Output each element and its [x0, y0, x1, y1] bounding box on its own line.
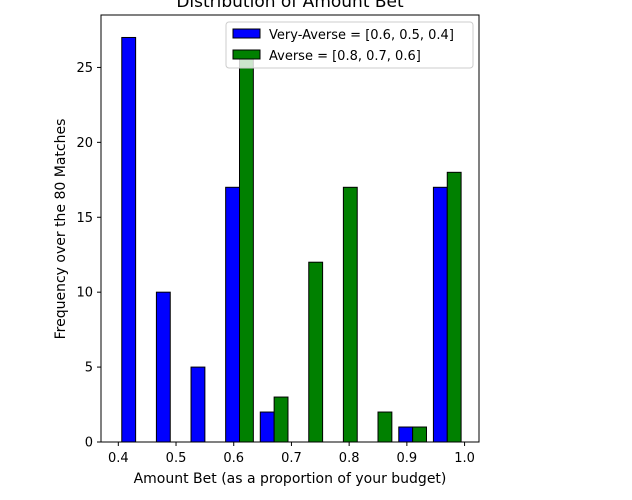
y-tick-label: 0: [85, 436, 93, 451]
legend-swatch-averse: [232, 49, 261, 60]
bar-averse-bin-4: [273, 396, 289, 443]
legend-label-averse: Averse = [0.8, 0.7, 0.6]: [269, 49, 421, 64]
y-tick-label: 25: [76, 61, 93, 76]
legend-label-very-averse: Very-Averse = [0.6, 0.5, 0.4]: [269, 28, 454, 43]
x-tick-label: 0.5: [166, 451, 187, 466]
bar-very-averse-bin-0: [121, 36, 137, 443]
plot-frame: [100, 14, 480, 443]
legend-swatch-very-averse: [232, 28, 261, 39]
bar-very-averse-bin-3: [225, 186, 241, 443]
y-tick-label: 15: [76, 211, 93, 226]
y-axis-label: Frequency over the 80 Matches: [53, 119, 69, 340]
y-axis: 0 5 10 15 20 25: [76, 61, 101, 451]
x-tick-label: 0.9: [397, 451, 418, 466]
x-tick-label: 0.4: [108, 451, 129, 466]
x-axis: 0.4 0.5 0.6 0.7 0.8 0.9 1.0: [108, 442, 475, 466]
bar-averse-bin-3: [239, 51, 254, 443]
legend: Very-Averse = [0.6, 0.5, 0.4] Averse = [0…: [225, 21, 474, 69]
y-tick-label: 10: [76, 286, 93, 301]
bar-averse-bin-7: [377, 411, 393, 443]
x-tick-label: 0.8: [339, 451, 360, 466]
bar-averse-bin-8: [412, 426, 427, 443]
x-axis-label: Amount Bet (as a proportion of your budg…: [134, 471, 447, 487]
bar-averse-bin-9: [446, 171, 462, 443]
bar-very-averse-bin-4: [259, 411, 275, 443]
bar-averse-bin-6: [342, 186, 358, 443]
legend-box: [225, 21, 474, 69]
x-tick-label: 1.0: [454, 451, 475, 466]
bar-very-averse-bin-2: [190, 366, 206, 443]
chart-title: Distribution of Amount Bet: [176, 0, 404, 12]
y-tick-label: 20: [76, 136, 93, 151]
y-tick-label: 5: [85, 361, 93, 376]
bar-very-averse-bin-9: [432, 186, 448, 443]
bar-very-averse-bin-8: [398, 426, 414, 443]
bar-very-averse-bin-1: [155, 291, 171, 443]
plot-area: [100, 14, 480, 443]
x-tick-label: 0.7: [281, 451, 302, 466]
bar-averse-bin-5: [308, 261, 324, 443]
x-tick-label: 0.6: [223, 451, 244, 466]
